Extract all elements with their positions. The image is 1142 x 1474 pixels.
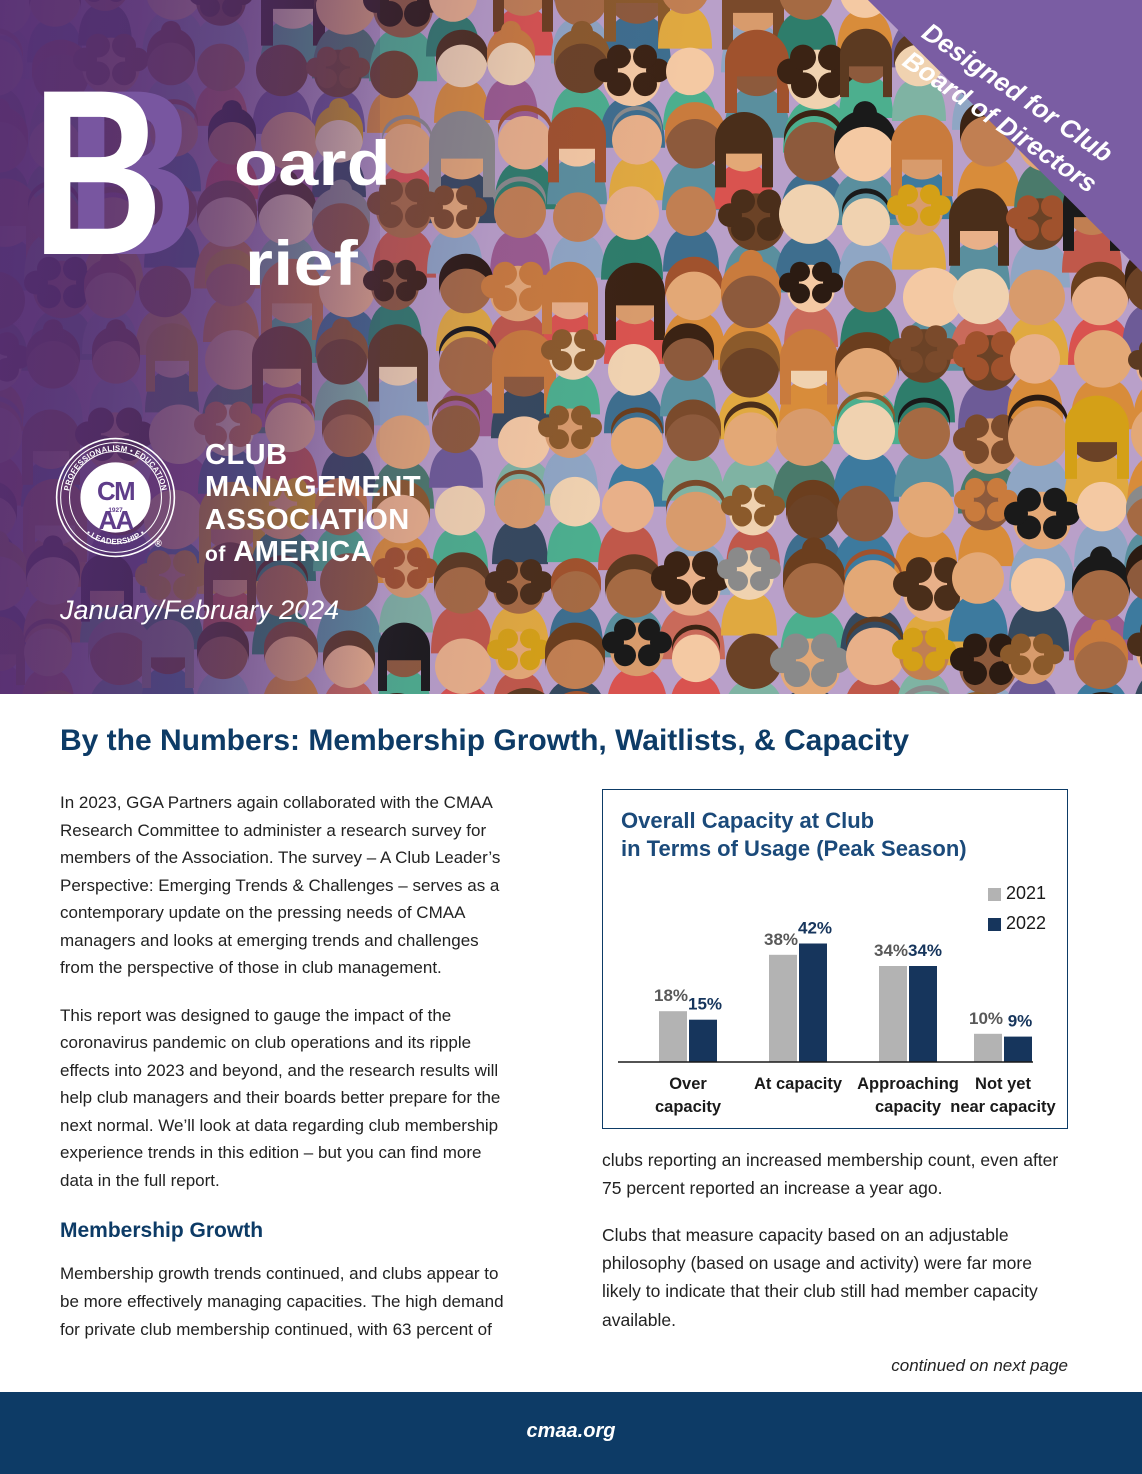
svg-text:15%: 15% [688,995,722,1014]
svg-text:2021: 2021 [1006,883,1046,903]
svg-text:10%: 10% [969,1009,1003,1028]
svg-text:34%: 34% [908,941,942,960]
svg-text:38%: 38% [764,930,798,949]
svg-text:Overall Capacity at Club: Overall Capacity at Club [621,808,874,833]
svg-text:near capacity: near capacity [950,1098,1056,1116]
svg-text:2022: 2022 [1006,913,1046,933]
svg-text:Over: Over [669,1075,707,1093]
svg-text:®: ® [155,539,162,550]
svg-text:9%: 9% [1008,1012,1033,1031]
svg-text:in Terms of Usage (Peak Season: in Terms of Usage (Peak Season) [621,836,967,861]
svg-text:42%: 42% [798,919,832,938]
svg-text:At capacity: At capacity [754,1075,843,1093]
svg-text:1927: 1927 [108,507,123,514]
svg-text:Approaching: Approaching [857,1075,959,1093]
svg-text:34%: 34% [874,941,908,960]
svg-text:18%: 18% [654,986,688,1005]
svg-text:CM: CM [97,478,134,506]
svg-text:Not yet: Not yet [975,1075,1031,1093]
svg-text:capacity: capacity [655,1098,722,1116]
svg-text:capacity: capacity [875,1098,942,1116]
